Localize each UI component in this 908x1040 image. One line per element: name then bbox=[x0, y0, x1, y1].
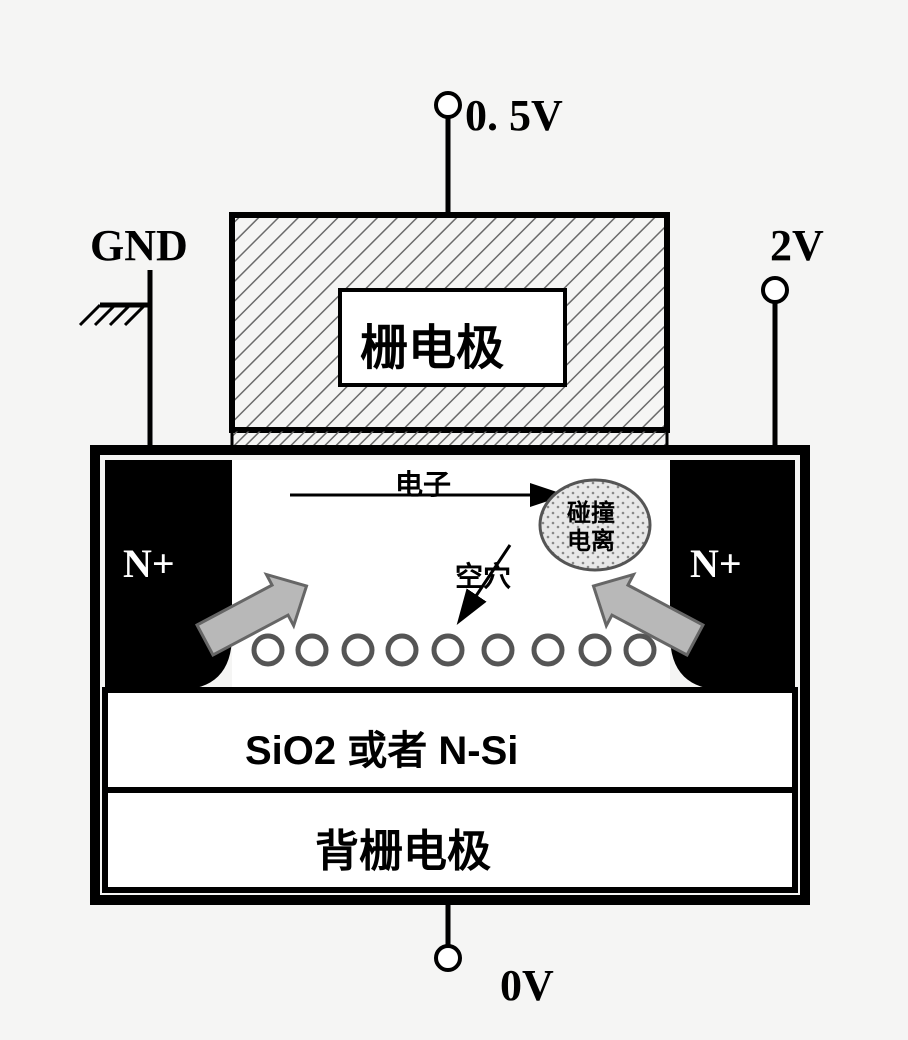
impact-label-2: 电离 bbox=[567, 521, 615, 556]
electron-label: 电子 bbox=[395, 463, 451, 503]
source-ground-label: GND bbox=[90, 220, 188, 271]
nplus-left-label: N+ bbox=[123, 540, 175, 587]
gate-voltage-label: 0. 5V bbox=[465, 90, 563, 141]
diagram-stage: 0. 5V 2V GND 0V 栅电极 N+ N+ 电子 空穴 碰撞 电离 Si… bbox=[0, 0, 908, 1040]
nplus-right-label: N+ bbox=[690, 540, 742, 587]
back-voltage-label: 0V bbox=[500, 960, 554, 1011]
oxide-layer-label: SiO2 或者 N-Si bbox=[245, 718, 518, 776]
hole-label: 空穴 bbox=[455, 555, 511, 595]
diagram-svg bbox=[0, 0, 908, 1040]
back-gate-label: 背栅电极 bbox=[315, 815, 491, 879]
drain-voltage-label: 2V bbox=[770, 220, 824, 271]
gate-electrode-label: 栅电极 bbox=[360, 308, 504, 378]
